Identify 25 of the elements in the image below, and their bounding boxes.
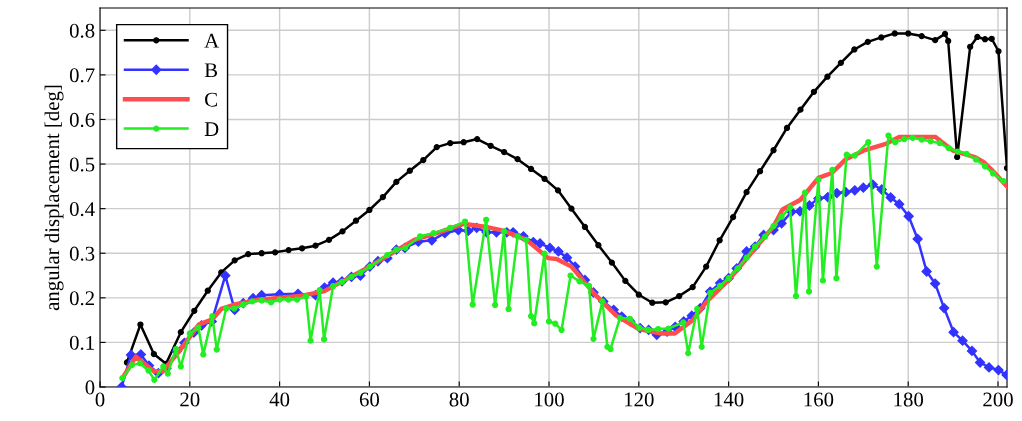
y-tick-label: 0.7	[69, 68, 95, 83]
y-tick-label: 0.2	[69, 291, 94, 306]
y-tick-label: 0.6	[69, 112, 95, 127]
x-tick-label: 0	[95, 392, 105, 407]
x-tick-label: 140	[714, 392, 744, 407]
x-tick-label: 20	[180, 392, 200, 407]
legend-label: C	[205, 92, 217, 107]
y-axis-title: angular displacement [deg]	[44, 85, 64, 311]
x-tick-label: 180	[894, 392, 924, 407]
y-tick-label: 0.3	[69, 246, 95, 261]
y-tick-label: 0.8	[69, 23, 95, 38]
x-tick-label: 60	[359, 392, 380, 407]
legend-label: A	[204, 33, 220, 48]
x-tick-label: 40	[269, 392, 290, 407]
y-tick-label: 0.5	[69, 157, 95, 172]
x-tick-label: 120	[625, 392, 654, 407]
x-tick-label: 200	[983, 392, 1013, 407]
x-tick-label: 160	[804, 392, 834, 407]
y-tick-label: 0	[85, 380, 95, 395]
x-tick-label: 100	[535, 392, 564, 407]
x-tick-label: 80	[449, 392, 469, 407]
legend-label: B	[204, 63, 218, 78]
y-tick-label: 0.1	[69, 335, 94, 350]
y-tick-label: 0.4	[69, 202, 95, 217]
legend-label: D	[204, 122, 219, 136]
